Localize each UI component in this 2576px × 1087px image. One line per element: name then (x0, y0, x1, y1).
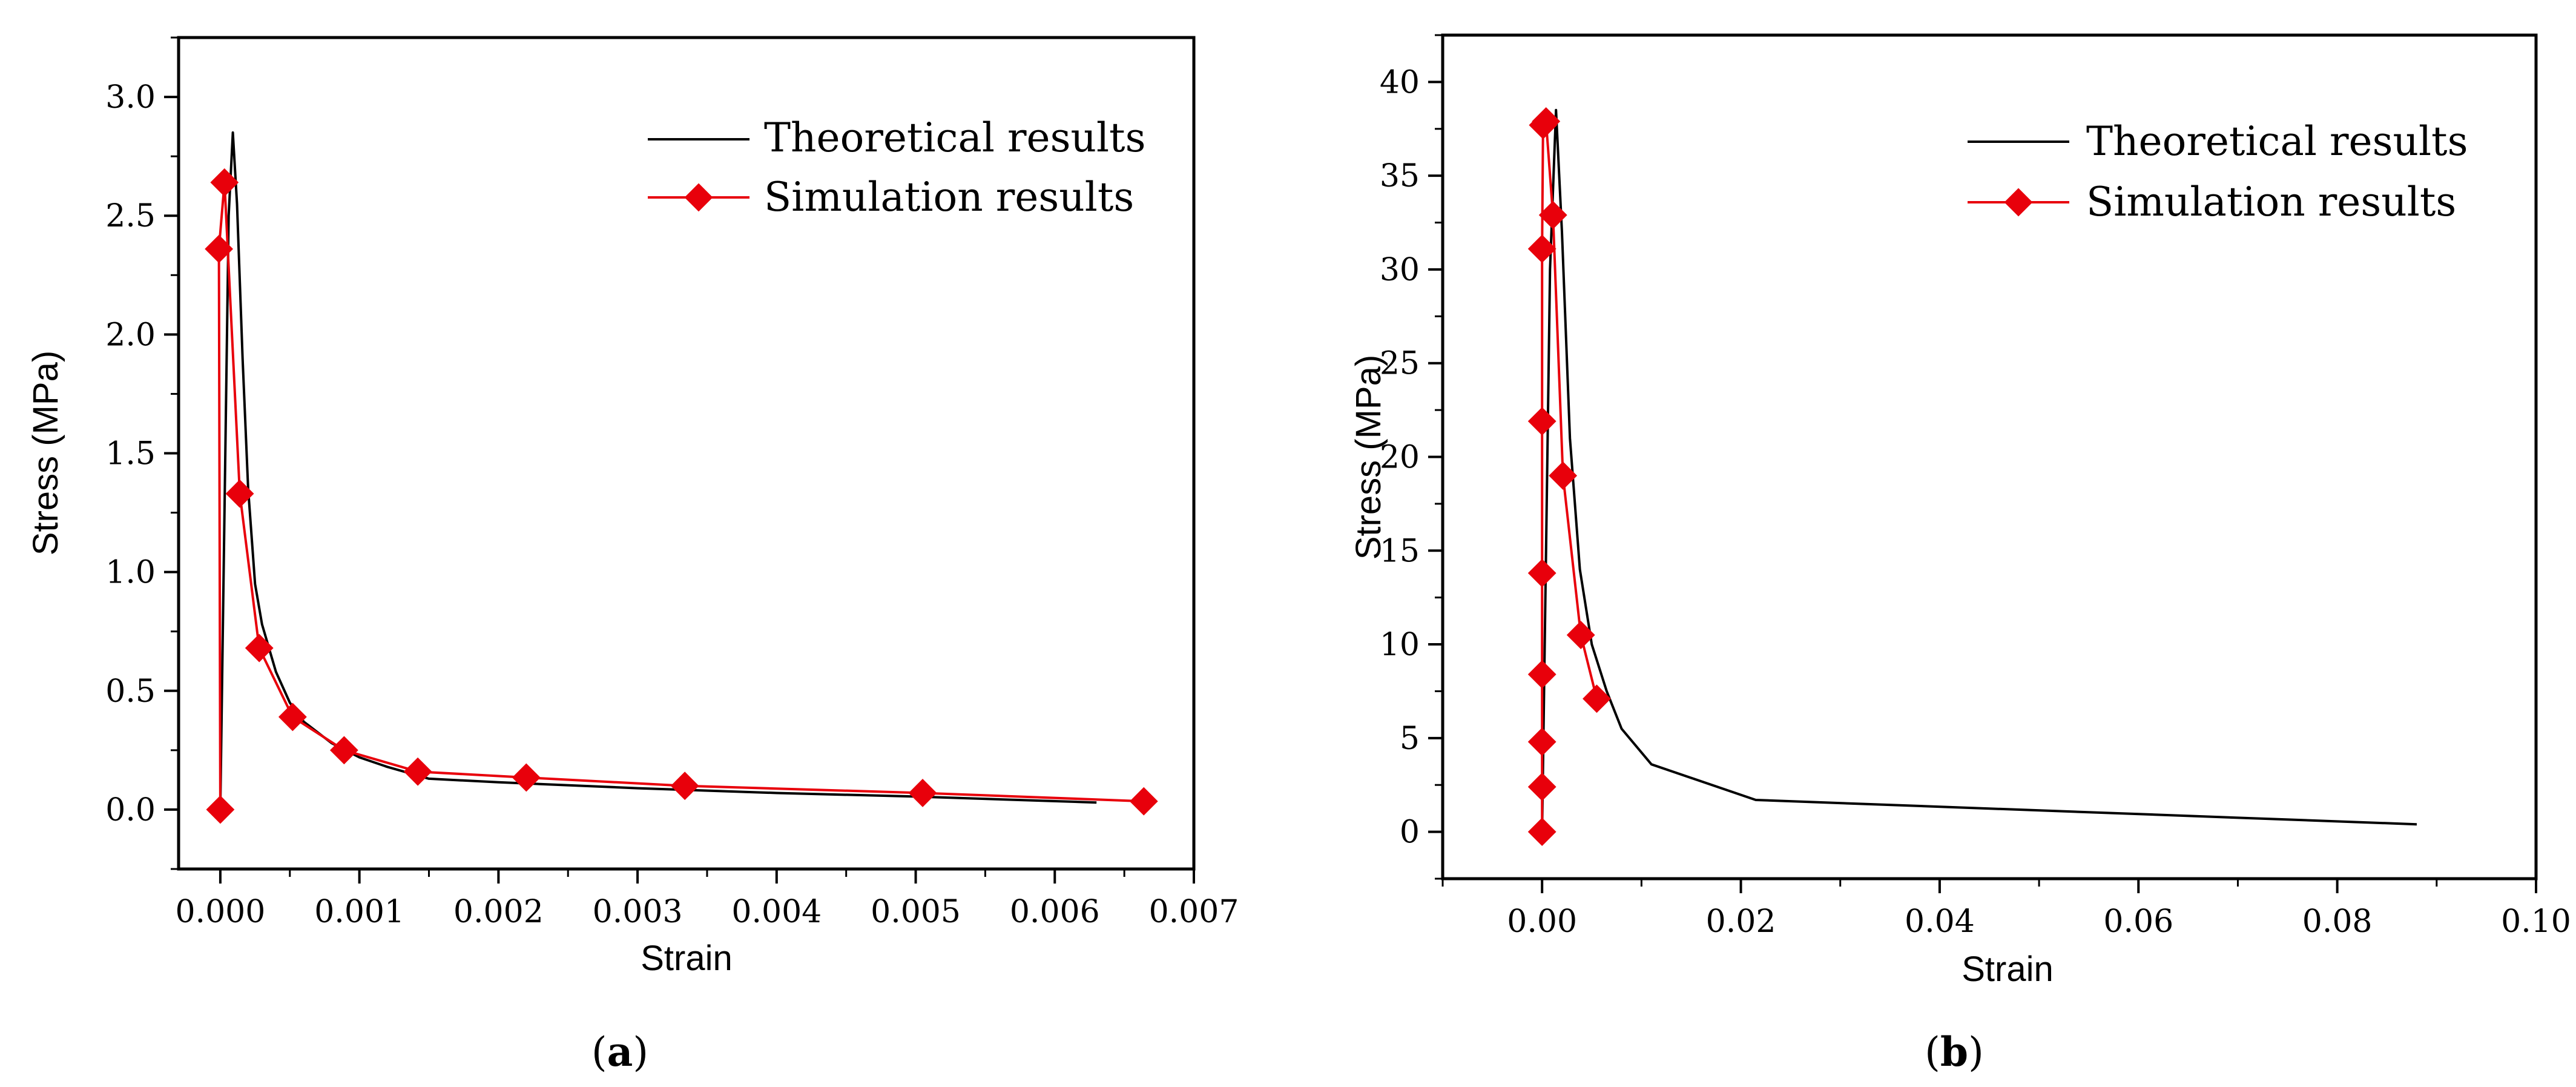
data-point-simulation-a (329, 736, 358, 765)
plot-frame-a (177, 36, 1196, 871)
x-tick-label-a: 0.007 (1149, 894, 1239, 930)
series-group-a (205, 131, 1158, 824)
x-ticks-b: 0.00 0.02 0.04 0.06 0.08 0.10 (1441, 879, 2571, 940)
data-point-simulation-b (1532, 107, 1561, 136)
x-axis-title-b: Strain (1962, 950, 2054, 989)
data-point-simulation-a (206, 795, 235, 824)
y-tick-label-b: 40 (1380, 64, 1420, 101)
legend-marker-simulation-a (684, 183, 713, 212)
data-point-simulation-b (1566, 621, 1595, 649)
legend-marker-simulation-b (2004, 188, 2033, 217)
y-tick-label-b: 15 (1380, 533, 1420, 569)
data-point-simulation-b (1527, 818, 1556, 847)
data-point-simulation-a (908, 779, 937, 807)
data-point-simulation-a (512, 763, 541, 792)
x-tick-label-a: 0.006 (1010, 894, 1100, 930)
legend-label-theoretical-a: Theoretical results (764, 114, 1145, 161)
series-line-theoretical-b (1541, 108, 2417, 832)
x-ticks-a: 0.000 0.001 0.002 0.003 0.004 0.005 0.006 0.007 (175, 869, 1239, 930)
data-point-simulation-a (245, 633, 274, 662)
series-line-simulation-a (217, 181, 1144, 810)
legend-label-simulation-a: Simulation results (764, 174, 1134, 220)
y-tick-label-b: 20 (1380, 440, 1420, 476)
data-point-simulation-b (1549, 461, 1578, 490)
x-tick-label-a: 0.005 (871, 894, 961, 930)
y-tick-label-a: 2.5 (105, 198, 156, 234)
x-tick-label-b: 0.10 (2501, 904, 2571, 940)
legend-b: Theoretical results Simulation results (1968, 118, 2468, 225)
data-point-simulation-b (1527, 772, 1556, 801)
legend-label-theoretical-b: Theoretical results (2086, 118, 2468, 165)
data-point-simulation-b (1527, 660, 1556, 689)
y-tick-label-a: 3.0 (105, 79, 156, 116)
y-tick-label-b: 5 (1400, 721, 1420, 757)
data-point-simulation-b (1527, 559, 1556, 587)
y-ticks-a: 0.0 0.5 1.0 1.5 2.0 2.5 3.0 (105, 36, 179, 870)
data-point-simulation-a (210, 168, 239, 197)
x-tick-label-b: 0.06 (2103, 904, 2173, 940)
panel-label-b: (b) (1925, 1028, 1984, 1075)
x-tick-label-b: 0.08 (2302, 904, 2373, 940)
y-axis-title-b: Stress (MPa) (1349, 355, 1388, 560)
y-tick-label-a: 1.5 (105, 436, 156, 472)
x-tick-label-b: 0.02 (1706, 904, 1776, 940)
data-point-simulation-a (403, 757, 432, 786)
data-point-simulation-a (205, 234, 234, 263)
y-tick-label-b: 30 (1380, 252, 1420, 288)
data-point-simulation-b (1527, 234, 1556, 263)
x-axis-title-a: Strain (641, 939, 733, 978)
data-point-simulation-a (278, 702, 307, 732)
x-tick-label-a: 0.000 (175, 894, 265, 930)
y-axis-title-a: Stress (MPa) (26, 351, 65, 555)
x-tick-label-b: 0.04 (1905, 904, 1975, 940)
y-tick-label-b: 10 (1380, 627, 1420, 663)
data-point-simulation-b (1527, 407, 1556, 436)
panel-letter-a: a (607, 1028, 633, 1075)
series-line-theoretical-a (219, 131, 1097, 810)
panel-a: 0.000 0.001 0.002 0.003 0.004 0.005 0.006 0.007… (26, 36, 1239, 1075)
legend-label-simulation-b: Simulation results (2086, 179, 2456, 225)
y-tick-label-a: 0.5 (105, 673, 156, 710)
panel-label-a: (a) (591, 1028, 648, 1075)
data-point-simulation-b (1538, 200, 1567, 230)
y-ticks-b: 0 5 10 15 20 25 30 35 40 (1380, 34, 1443, 880)
x-tick-label-a: 0.004 (731, 894, 822, 930)
data-point-simulation-a (670, 771, 699, 801)
y-tick-label-b: 35 (1380, 158, 1420, 194)
x-tick-label-a: 0.003 (593, 894, 683, 930)
series-group-b (1527, 107, 2417, 847)
data-point-simulation-a (225, 479, 254, 508)
x-tick-label-a: 0.001 (314, 894, 404, 930)
data-point-simulation-a (1129, 787, 1158, 816)
panel-letter-b: b (1940, 1028, 1968, 1075)
panel-b: 0.00 0.02 0.04 0.06 0.08 0.10 0 5 10 15 20 25 30 35 4… (1349, 33, 2571, 1075)
data-point-simulation-b (1527, 727, 1556, 756)
y-tick-label-b: 0 (1400, 814, 1420, 851)
y-tick-label-a: 1.0 (105, 555, 156, 591)
y-tick-label-b: 25 (1380, 346, 1420, 382)
x-tick-label-a: 0.002 (453, 894, 544, 930)
y-tick-label-a: 2.0 (105, 317, 156, 353)
y-tick-label-a: 0.0 (105, 792, 156, 828)
x-tick-label-b: 0.00 (1507, 904, 1577, 940)
data-point-simulation-b (1583, 684, 1611, 713)
legend-a: Theoretical results Simulation results (648, 114, 1145, 220)
